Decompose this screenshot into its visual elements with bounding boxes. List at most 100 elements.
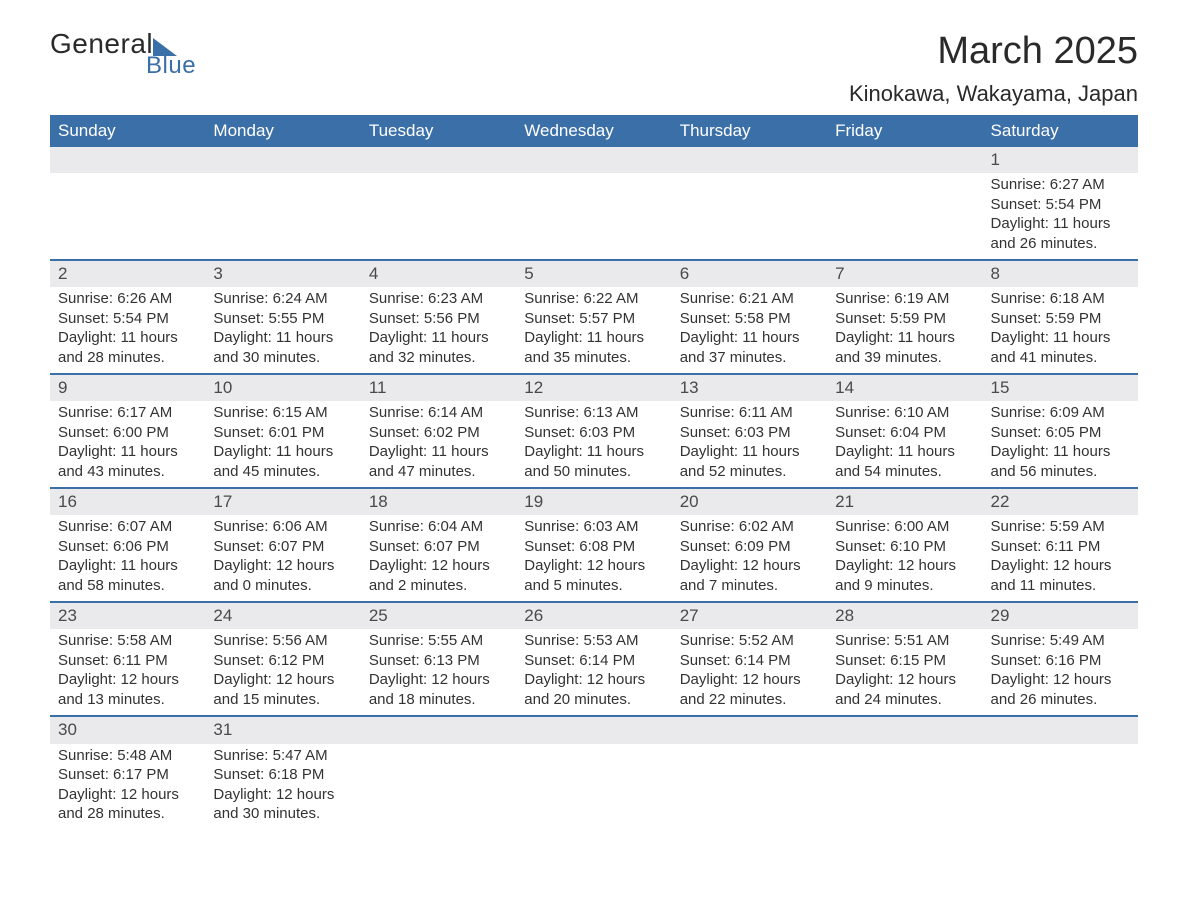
daylight-text: Daylight: 12 hours and 20 minutes. — [524, 670, 663, 709]
calendar-day-cell — [827, 716, 982, 829]
day-number-stripe: 27 — [672, 603, 827, 629]
sunset-text: Sunset: 5:59 PM — [991, 309, 1130, 329]
daylight-text: Daylight: 12 hours and 9 minutes. — [835, 556, 974, 595]
sunset-text: Sunset: 6:13 PM — [369, 651, 508, 671]
daylight-text: Daylight: 12 hours and 11 minutes. — [991, 556, 1130, 595]
sunrise-text: Sunrise: 6:27 AM — [991, 175, 1130, 195]
calendar-day-cell — [361, 716, 516, 829]
sunrise-text: Sunrise: 6:23 AM — [369, 289, 508, 309]
day-number-stripe: 18 — [361, 489, 516, 515]
daylight-text: Daylight: 12 hours and 18 minutes. — [369, 670, 508, 709]
day-number-stripe: 20 — [672, 489, 827, 515]
sunset-text: Sunset: 6:09 PM — [680, 537, 819, 557]
day-number-stripe: 12 — [516, 375, 671, 401]
sunset-text: Sunset: 6:11 PM — [58, 651, 197, 671]
sunset-text: Sunset: 6:04 PM — [835, 423, 974, 443]
day-number-stripe: 30 — [50, 717, 205, 743]
calendar-day-cell: 12Sunrise: 6:13 AMSunset: 6:03 PMDayligh… — [516, 374, 671, 488]
sunset-text: Sunset: 5:54 PM — [991, 195, 1130, 215]
calendar-day-cell: 26Sunrise: 5:53 AMSunset: 6:14 PMDayligh… — [516, 602, 671, 716]
sunrise-text: Sunrise: 6:19 AM — [835, 289, 974, 309]
day-number-stripe: 19 — [516, 489, 671, 515]
sunset-text: Sunset: 6:02 PM — [369, 423, 508, 443]
sunrise-text: Sunrise: 6:17 AM — [58, 403, 197, 423]
calendar-day-cell — [516, 716, 671, 829]
calendar-day-cell: 13Sunrise: 6:11 AMSunset: 6:03 PMDayligh… — [672, 374, 827, 488]
daylight-text: Daylight: 12 hours and 24 minutes. — [835, 670, 974, 709]
sunset-text: Sunset: 6:01 PM — [213, 423, 352, 443]
calendar-day-cell — [827, 147, 982, 260]
sunset-text: Sunset: 5:57 PM — [524, 309, 663, 329]
calendar-day-cell — [50, 147, 205, 260]
calendar-week-row: 1Sunrise: 6:27 AMSunset: 5:54 PMDaylight… — [50, 147, 1138, 260]
day-number-stripe: 26 — [516, 603, 671, 629]
calendar-week-row: 2Sunrise: 6:26 AMSunset: 5:54 PMDaylight… — [50, 260, 1138, 374]
calendar-day-cell: 1Sunrise: 6:27 AMSunset: 5:54 PMDaylight… — [983, 147, 1138, 260]
calendar-week-row: 16Sunrise: 6:07 AMSunset: 6:06 PMDayligh… — [50, 488, 1138, 602]
day-number-stripe: 29 — [983, 603, 1138, 629]
sunrise-text: Sunrise: 5:52 AM — [680, 631, 819, 651]
sunset-text: Sunset: 5:54 PM — [58, 309, 197, 329]
day-number-stripe: 22 — [983, 489, 1138, 515]
location-text: Kinokawa, Wakayama, Japan — [849, 81, 1138, 107]
sunrise-text: Sunrise: 5:48 AM — [58, 746, 197, 766]
calendar-day-cell: 16Sunrise: 6:07 AMSunset: 6:06 PMDayligh… — [50, 488, 205, 602]
day-number-stripe — [361, 147, 516, 173]
calendar-day-cell: 23Sunrise: 5:58 AMSunset: 6:11 PMDayligh… — [50, 602, 205, 716]
sunset-text: Sunset: 6:14 PM — [524, 651, 663, 671]
daylight-text: Daylight: 12 hours and 30 minutes. — [213, 785, 352, 824]
day-number-stripe: 8 — [983, 261, 1138, 287]
day-number-stripe: 28 — [827, 603, 982, 629]
daylight-text: Daylight: 12 hours and 0 minutes. — [213, 556, 352, 595]
day-number-stripe: 31 — [205, 717, 360, 743]
day-number-stripe: 3 — [205, 261, 360, 287]
calendar-day-cell: 8Sunrise: 6:18 AMSunset: 5:59 PMDaylight… — [983, 260, 1138, 374]
sunrise-text: Sunrise: 6:15 AM — [213, 403, 352, 423]
sunset-text: Sunset: 5:56 PM — [369, 309, 508, 329]
weekday-header: Thursday — [672, 115, 827, 147]
weekday-header: Sunday — [50, 115, 205, 147]
sunset-text: Sunset: 6:06 PM — [58, 537, 197, 557]
daylight-text: Daylight: 12 hours and 5 minutes. — [524, 556, 663, 595]
daylight-text: Daylight: 11 hours and 41 minutes. — [991, 328, 1130, 367]
daylight-text: Daylight: 11 hours and 30 minutes. — [213, 328, 352, 367]
daylight-text: Daylight: 11 hours and 58 minutes. — [58, 556, 197, 595]
sunrise-text: Sunrise: 6:02 AM — [680, 517, 819, 537]
sunrise-text: Sunrise: 5:53 AM — [524, 631, 663, 651]
calendar-day-cell: 2Sunrise: 6:26 AMSunset: 5:54 PMDaylight… — [50, 260, 205, 374]
calendar-day-cell: 27Sunrise: 5:52 AMSunset: 6:14 PMDayligh… — [672, 602, 827, 716]
sunrise-text: Sunrise: 5:59 AM — [991, 517, 1130, 537]
calendar-week-row: 30Sunrise: 5:48 AMSunset: 6:17 PMDayligh… — [50, 716, 1138, 829]
daylight-text: Daylight: 11 hours and 35 minutes. — [524, 328, 663, 367]
calendar-day-cell: 5Sunrise: 6:22 AMSunset: 5:57 PMDaylight… — [516, 260, 671, 374]
sunset-text: Sunset: 6:10 PM — [835, 537, 974, 557]
daylight-text: Daylight: 11 hours and 52 minutes. — [680, 442, 819, 481]
sunset-text: Sunset: 6:00 PM — [58, 423, 197, 443]
day-number-stripe — [827, 717, 982, 743]
day-number-stripe — [516, 147, 671, 173]
calendar-day-cell: 22Sunrise: 5:59 AMSunset: 6:11 PMDayligh… — [983, 488, 1138, 602]
calendar-day-cell: 28Sunrise: 5:51 AMSunset: 6:15 PMDayligh… — [827, 602, 982, 716]
calendar-day-cell: 30Sunrise: 5:48 AMSunset: 6:17 PMDayligh… — [50, 716, 205, 829]
day-number-stripe — [983, 717, 1138, 743]
daylight-text: Daylight: 11 hours and 39 minutes. — [835, 328, 974, 367]
sunset-text: Sunset: 6:07 PM — [369, 537, 508, 557]
sunrise-text: Sunrise: 5:56 AM — [213, 631, 352, 651]
sunset-text: Sunset: 6:16 PM — [991, 651, 1130, 671]
sunset-text: Sunset: 5:55 PM — [213, 309, 352, 329]
sunrise-text: Sunrise: 6:18 AM — [991, 289, 1130, 309]
calendar-day-cell: 4Sunrise: 6:23 AMSunset: 5:56 PMDaylight… — [361, 260, 516, 374]
sunset-text: Sunset: 6:08 PM — [524, 537, 663, 557]
calendar-day-cell: 21Sunrise: 6:00 AMSunset: 6:10 PMDayligh… — [827, 488, 982, 602]
sunset-text: Sunset: 6:14 PM — [680, 651, 819, 671]
daylight-text: Daylight: 11 hours and 32 minutes. — [369, 328, 508, 367]
sunrise-text: Sunrise: 6:09 AM — [991, 403, 1130, 423]
daylight-text: Daylight: 11 hours and 45 minutes. — [213, 442, 352, 481]
calendar-week-row: 23Sunrise: 5:58 AMSunset: 6:11 PMDayligh… — [50, 602, 1138, 716]
day-number-stripe: 25 — [361, 603, 516, 629]
calendar-day-cell: 11Sunrise: 6:14 AMSunset: 6:02 PMDayligh… — [361, 374, 516, 488]
calendar-day-cell: 19Sunrise: 6:03 AMSunset: 6:08 PMDayligh… — [516, 488, 671, 602]
calendar-day-cell — [205, 147, 360, 260]
daylight-text: Daylight: 12 hours and 13 minutes. — [58, 670, 197, 709]
sunrise-text: Sunrise: 6:07 AM — [58, 517, 197, 537]
